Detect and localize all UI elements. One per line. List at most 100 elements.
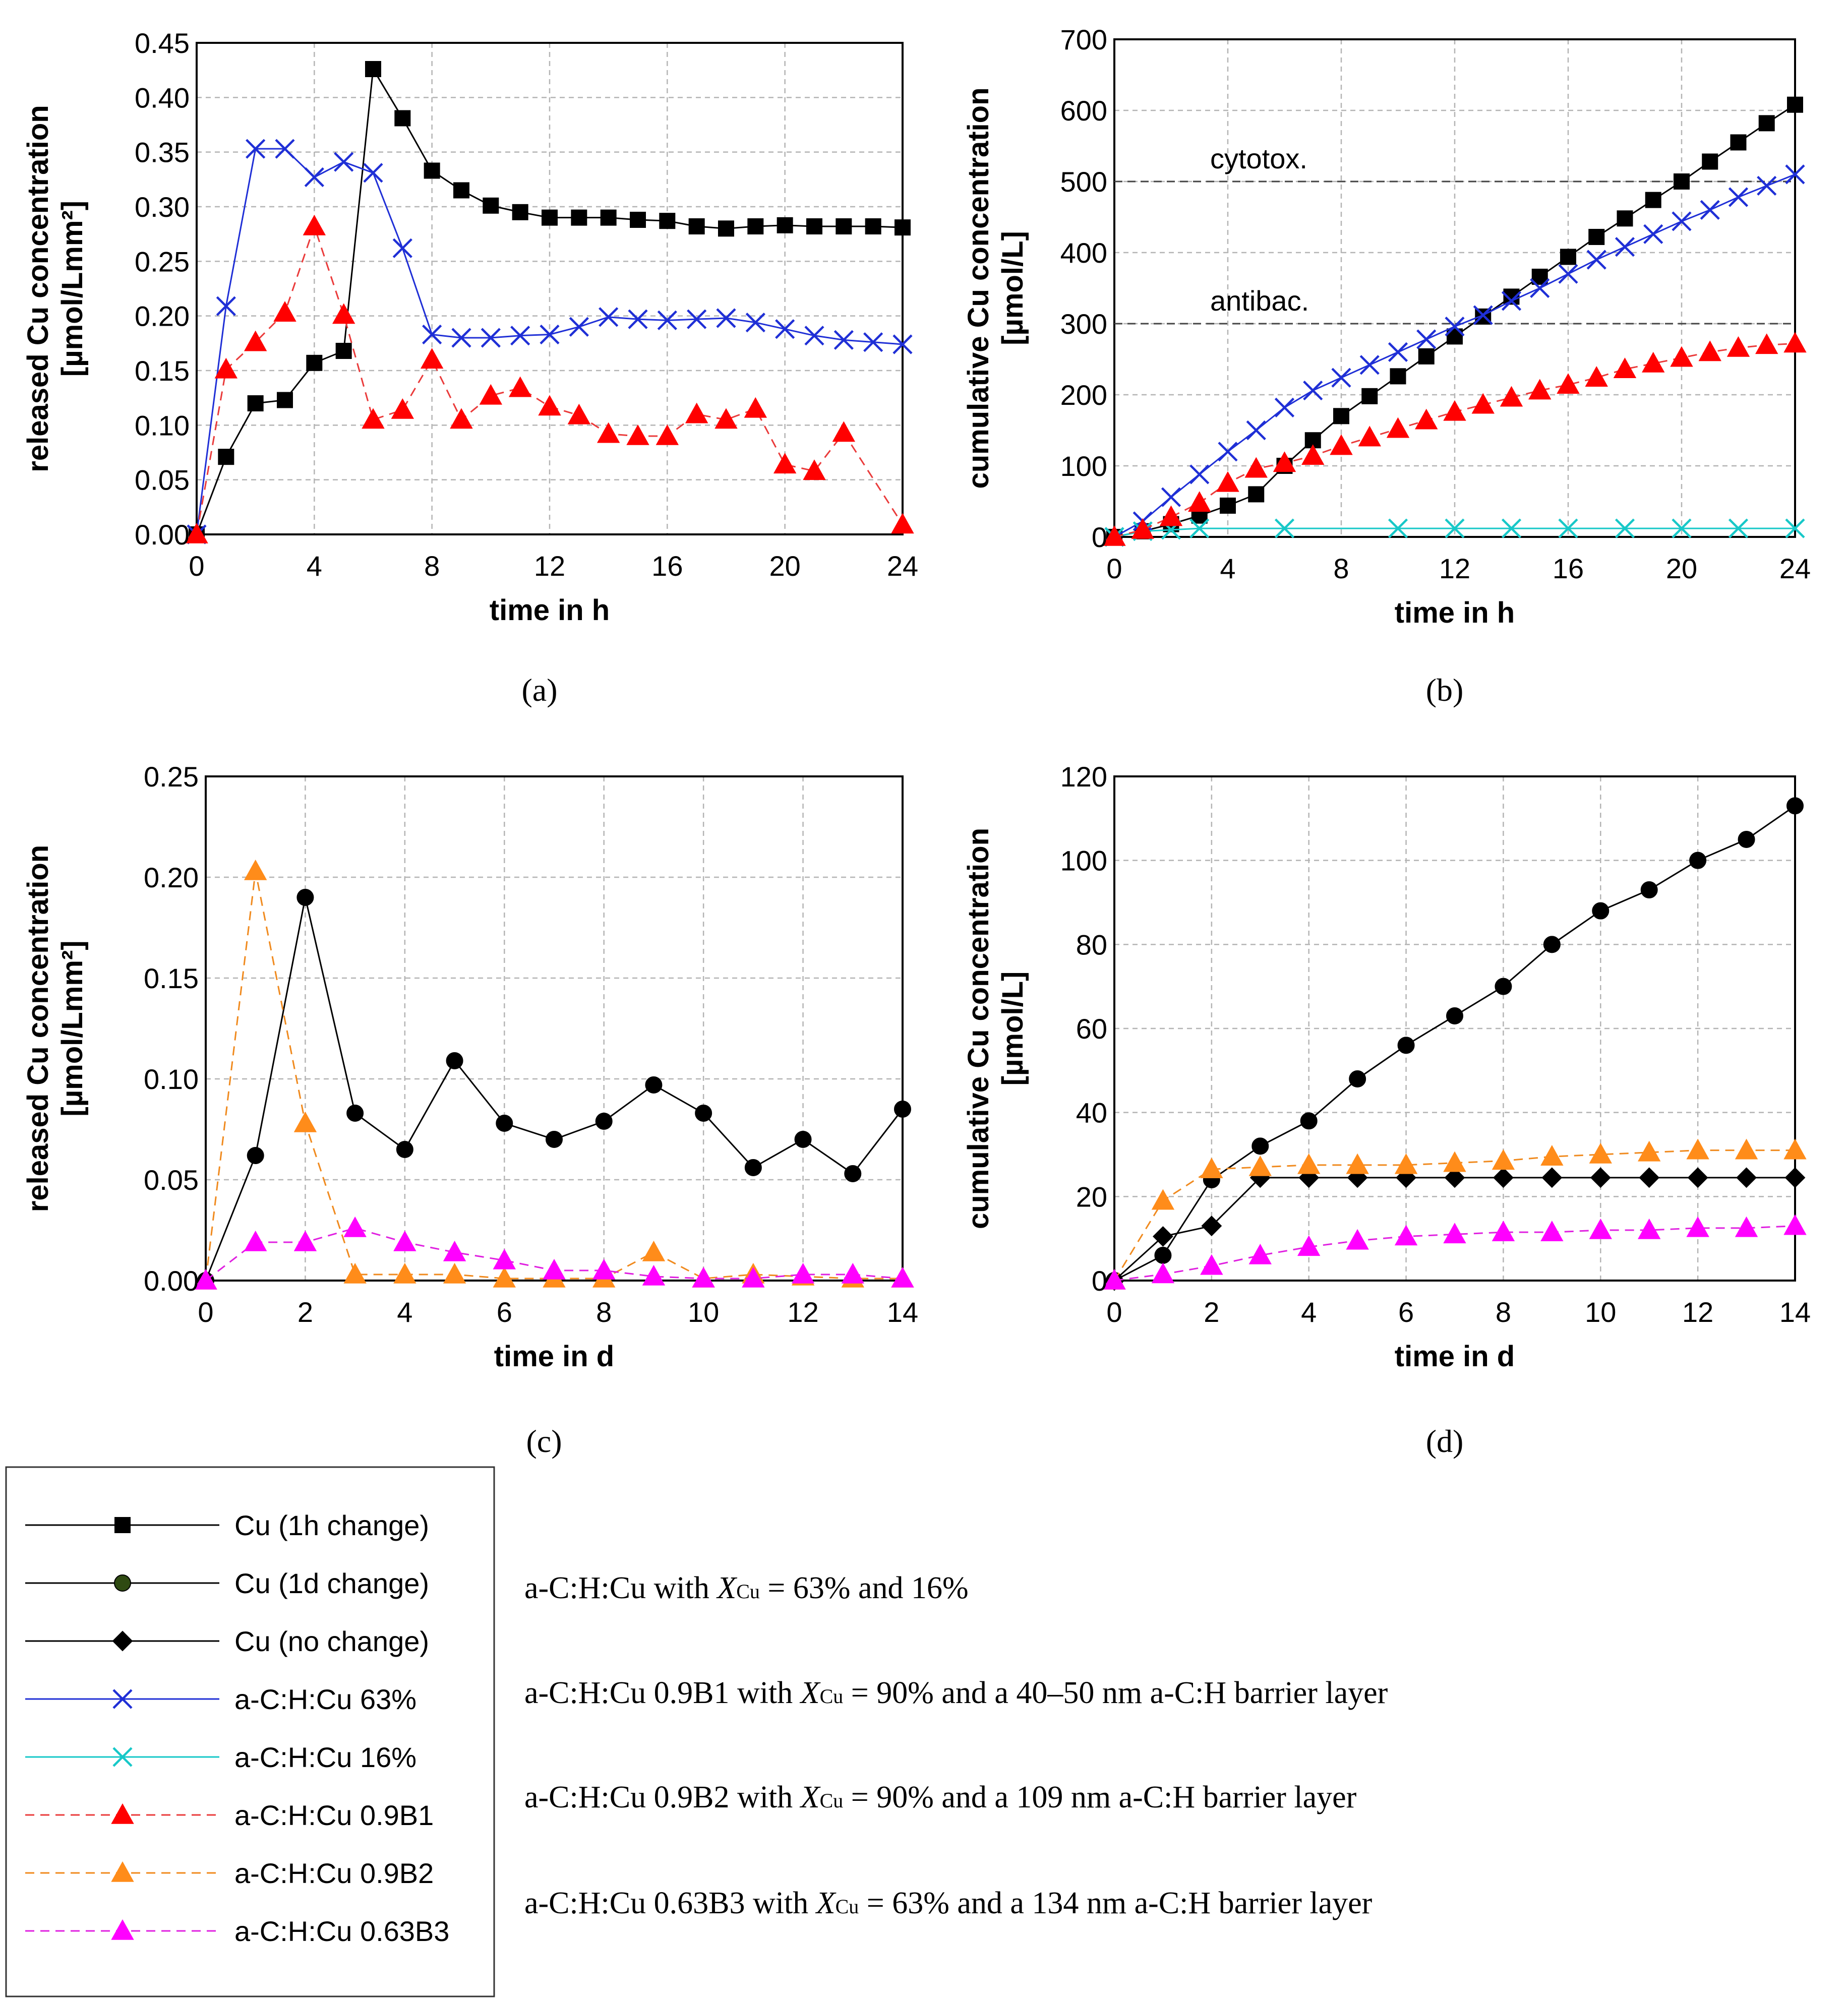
y-tick-label: 0.40 xyxy=(135,82,190,113)
series-line-b2 xyxy=(205,871,903,1281)
data-point xyxy=(1645,192,1661,208)
y-axis-title-c: released Cu concentration[µmol/Lmm²] xyxy=(22,845,89,1212)
data-point xyxy=(1501,291,1522,311)
data-point xyxy=(396,1141,413,1158)
data-point xyxy=(1698,340,1721,361)
data-point xyxy=(1445,317,1465,337)
data-point xyxy=(1687,1167,1708,1188)
panel-label-c: (c) xyxy=(526,1423,562,1459)
data-point xyxy=(1154,1247,1172,1264)
data-point xyxy=(642,1264,666,1286)
data-point xyxy=(777,217,793,233)
data-point xyxy=(892,334,913,354)
legend-item: a-C:H:Cu 16% xyxy=(25,1741,416,1773)
y-tick-label: 0.00 xyxy=(144,1265,199,1297)
legend-label: a-C:H:Cu 16% xyxy=(234,1741,416,1773)
data-point xyxy=(1560,249,1576,265)
data-point xyxy=(216,296,236,316)
data-point xyxy=(718,220,734,237)
data-point xyxy=(303,214,326,235)
series-ach16 xyxy=(1104,518,1805,547)
x-tick-label: 10 xyxy=(1585,1296,1616,1328)
data-point xyxy=(1220,497,1236,514)
series-b3 xyxy=(1103,1214,1807,1290)
data-point xyxy=(332,303,355,324)
data-point xyxy=(1297,1153,1321,1174)
x-tick-label: 20 xyxy=(769,550,801,582)
plot-frame-b xyxy=(1113,38,1796,538)
legend-item: a-C:H:Cu 63% xyxy=(25,1683,416,1715)
data-point xyxy=(1728,187,1749,207)
series-b1 xyxy=(185,214,914,543)
data-point xyxy=(1418,348,1435,365)
x-tick-label: 14 xyxy=(887,1296,918,1328)
data-point xyxy=(716,308,736,328)
data-point xyxy=(655,424,679,445)
data-point xyxy=(1585,366,1608,387)
legend-item: a-C:H:Cu 0.9B1 xyxy=(25,1799,434,1831)
data-point xyxy=(1686,1138,1709,1160)
x-tick-label: 14 xyxy=(1779,1296,1811,1328)
x-tick-label: 12 xyxy=(534,550,565,582)
panel-label-b: (b) xyxy=(1426,672,1464,708)
data-point xyxy=(747,218,764,234)
legend-label: Cu (1d change) xyxy=(234,1567,429,1599)
y-axis-title-a: released Cu concentration[µmol/Lmm²] xyxy=(22,105,89,472)
data-point xyxy=(508,376,532,397)
data-point xyxy=(247,1147,264,1164)
data-point xyxy=(806,218,822,234)
data-point xyxy=(293,1230,317,1251)
data-point xyxy=(1303,380,1323,401)
y-tick-label: 0 xyxy=(1092,521,1107,553)
data-point xyxy=(1359,355,1380,375)
data-point xyxy=(1248,1155,1272,1176)
x-tick-label: 0 xyxy=(1106,553,1122,584)
data-point xyxy=(1638,1140,1661,1162)
series-ach63 xyxy=(187,139,913,544)
legend-label: Cu (no change) xyxy=(234,1625,429,1657)
data-point xyxy=(742,1266,765,1288)
data-point xyxy=(1159,505,1183,526)
data-point xyxy=(1615,237,1635,257)
data-point xyxy=(479,384,503,405)
legend-marker-ach63 xyxy=(112,1689,133,1709)
data-point xyxy=(1540,1221,1564,1241)
data-point xyxy=(1728,518,1749,538)
data-point xyxy=(1638,1218,1661,1239)
data-point xyxy=(365,61,381,77)
series-ach63 xyxy=(1104,164,1805,547)
y-axis-title-b: cumulative Cu concentration[µmol/L] xyxy=(962,87,1029,489)
data-point xyxy=(1783,1138,1807,1160)
data-point xyxy=(546,1131,563,1148)
x-tick-label: 2 xyxy=(297,1296,313,1328)
series-description: a-C:H:Cu 0.9B1 with XCu = 90% and a 40–5… xyxy=(524,1676,1388,1710)
legend-item: a-C:H:Cu 0.9B2 xyxy=(25,1857,434,1889)
data-point xyxy=(394,110,411,127)
x-tick-label: 8 xyxy=(1496,1296,1511,1328)
y-tick-label: 0.25 xyxy=(144,761,199,793)
data-point xyxy=(483,197,499,214)
data-point xyxy=(542,209,558,226)
y-tick-label: 0.35 xyxy=(135,137,190,168)
data-point xyxy=(512,204,528,220)
data-point xyxy=(659,213,676,229)
x-axis-title-c: time in d xyxy=(494,1340,614,1373)
y-tick-label: 0.05 xyxy=(144,1164,199,1196)
data-point xyxy=(599,307,619,327)
data-point xyxy=(744,397,767,418)
x-tick-label: 8 xyxy=(424,550,440,582)
y-tick-label: 0.45 xyxy=(135,27,190,59)
x-tick-label: 12 xyxy=(1439,553,1470,584)
reference-line-label: antibac. xyxy=(1210,285,1309,317)
data-point xyxy=(1397,1037,1415,1054)
plot-frame-d xyxy=(1113,775,1796,1282)
data-point xyxy=(1613,357,1637,379)
x-tick-label: 10 xyxy=(688,1296,719,1328)
data-point xyxy=(185,522,208,543)
data-point xyxy=(443,1262,466,1284)
data-point xyxy=(844,1165,862,1182)
data-point xyxy=(1592,902,1609,920)
data-point xyxy=(1390,368,1406,385)
data-point xyxy=(791,1262,815,1284)
y-tick-label: 20 xyxy=(1076,1181,1107,1212)
